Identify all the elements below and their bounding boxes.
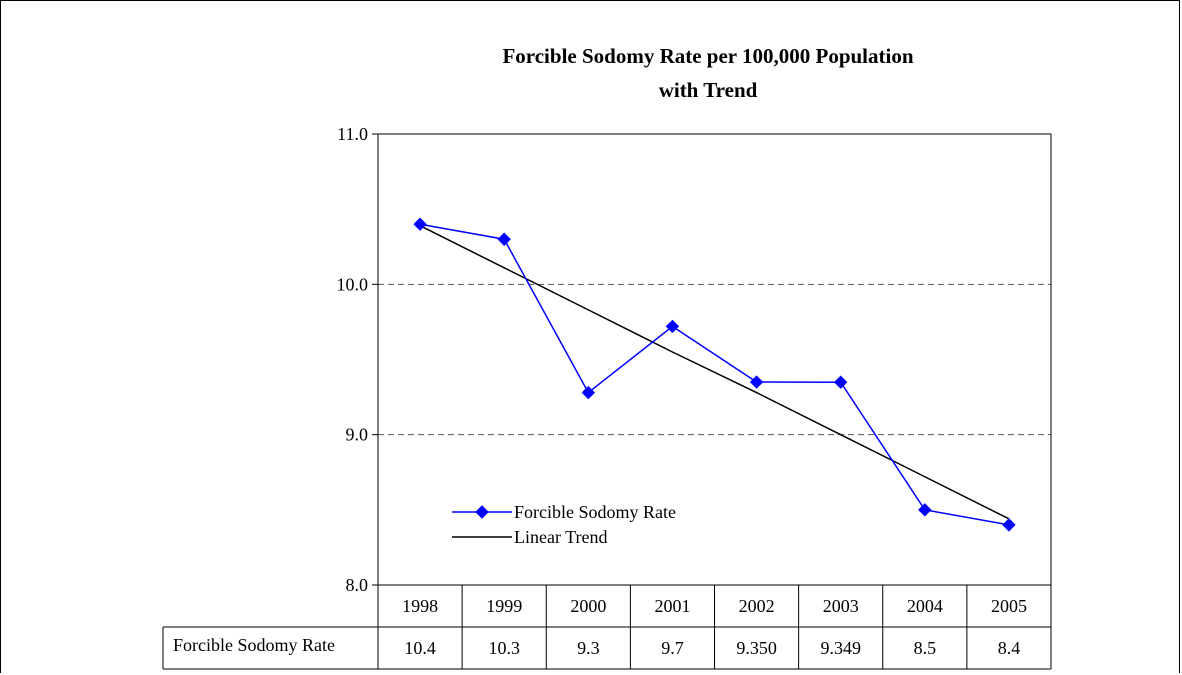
series-line-linear-trend [419, 225, 1010, 520]
x-category-label: 2002 [739, 596, 775, 616]
table-value-cell: 10.3 [488, 638, 520, 658]
gridlines [378, 283, 1051, 436]
x-category-label: 2004 [907, 596, 943, 616]
data-point-marker [833, 375, 848, 389]
y-axis: 11.0 10.0 9.0 8.0 [337, 124, 378, 595]
data-point-marker [749, 375, 764, 389]
data-point-marker [918, 503, 932, 517]
x-category-label: 2000 [570, 596, 606, 616]
data-point-marker [1002, 518, 1016, 532]
table-value-cell: 9.349 [820, 638, 861, 658]
x-category-label: 2005 [991, 596, 1027, 616]
series-layer [413, 217, 1016, 532]
legend-label-linear-trend: Linear Trend [514, 527, 608, 547]
data-point-marker [497, 232, 511, 246]
data-point-marker [413, 217, 427, 231]
x-category-label: 1999 [486, 596, 522, 616]
legend: Forcible Sodomy Rate Linear Trend [452, 502, 676, 547]
chart-title-line-2: with Trend [659, 78, 758, 102]
table-value-cell: 9.7 [661, 638, 684, 658]
plot-area-border [377, 133, 1052, 586]
legend-marker-diamond [475, 505, 489, 519]
series-line-forcible-sodomy-rate [419, 223, 1010, 526]
x-category-label: 1998 [402, 596, 438, 616]
table-value-cell: 9.350 [736, 638, 777, 658]
y-tick-label: 11.0 [337, 124, 368, 144]
table-value-cell: 9.3 [577, 638, 600, 658]
y-tick-label: 9.0 [346, 425, 369, 445]
chart-title-line-1: Forcible Sodomy Rate per 100,000 Populat… [502, 44, 913, 68]
data-table: Forcible Sodomy Rate 1998 1999 2000 2001 200… [162, 585, 1052, 670]
table-value-cell: 10.4 [404, 638, 436, 658]
x-category-label: 2003 [823, 596, 859, 616]
table-row-label: Forcible Sodomy Rate [173, 635, 335, 655]
data-point-marker [581, 385, 596, 400]
table-value-cell: 8.5 [914, 638, 937, 658]
y-tick-label: 10.0 [337, 274, 369, 294]
x-category-label: 2001 [654, 596, 690, 616]
y-tick-label: 8.0 [346, 575, 369, 595]
legend-label-forcible-sodomy-rate: Forcible Sodomy Rate [514, 502, 676, 522]
table-value-cell: 8.4 [998, 638, 1021, 658]
data-point-marker [665, 319, 680, 334]
